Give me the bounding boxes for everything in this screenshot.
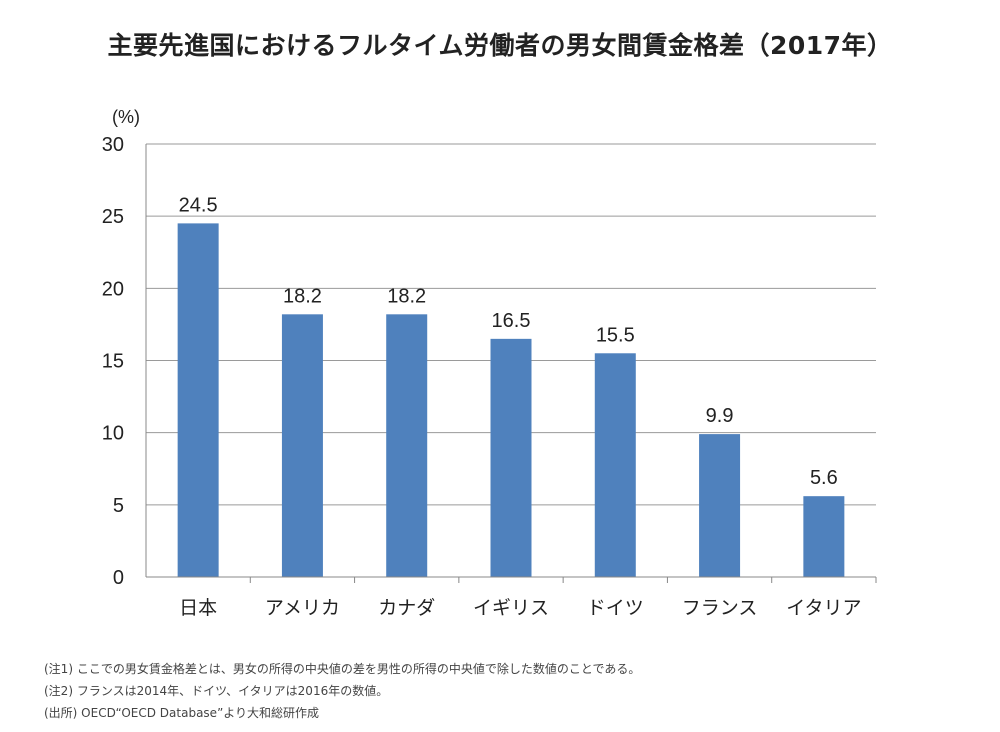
bar <box>490 338 532 577</box>
x-tick-label: 日本 <box>179 597 217 619</box>
bar-value-label: 16.5 <box>492 310 531 332</box>
x-tick-label: フランス <box>682 597 758 619</box>
x-tick-label: カナダ <box>378 597 435 619</box>
bar <box>699 434 741 577</box>
bars <box>177 223 845 577</box>
bar-value-label: 18.2 <box>387 285 426 307</box>
chart-title: 主要先進国におけるフルタイム労働者の男女間賃金格差（2017年） <box>107 31 893 60</box>
x-tick-label: ドイツ <box>587 597 644 619</box>
bar-value-label: 18.2 <box>283 285 322 307</box>
y-tick-label: 10 <box>102 423 124 445</box>
y-axis-ticks: 0 5 10 15 20 25 30 <box>102 134 124 589</box>
bar <box>594 353 636 577</box>
x-tick-label: イタリア <box>786 597 861 619</box>
bar-value-label: 24.5 <box>179 194 218 216</box>
footnotes: (注1) ここでの男女賃金格差とは、男女の所得の中央値の差を男性の所得の中央値で… <box>44 658 640 724</box>
bar-value-label: 15.5 <box>596 324 635 346</box>
bar-value-label: 9.9 <box>706 405 734 427</box>
bar-value-label: 5.6 <box>810 467 838 489</box>
y-tick-label: 30 <box>102 134 124 156</box>
footnote-1: (注1) ここでの男女賃金格差とは、男女の所得の中央値の差を男性の所得の中央値で… <box>44 662 641 676</box>
footnote-2: (注2) フランスは2014年、ドイツ、イタリアは2016年の数値。 <box>44 684 389 698</box>
y-axis-unit-label: (%) <box>112 107 140 127</box>
y-tick-label: 5 <box>113 495 124 517</box>
y-tick-label: 0 <box>113 567 124 589</box>
y-tick-label: 25 <box>102 206 124 228</box>
x-axis-ticks: 日本 アメリカ カナダ イギリス ドイツ フランス イタリア <box>179 577 877 619</box>
x-tick-label: イギリス <box>473 597 549 619</box>
data-labels: 24.5 18.2 18.2 16.5 15.5 9.9 5.6 <box>179 194 838 489</box>
bar <box>177 223 219 577</box>
y-tick-label: 15 <box>102 351 124 373</box>
x-tick-label: アメリカ <box>265 597 340 619</box>
bar <box>803 496 845 577</box>
bar <box>281 314 323 577</box>
bar <box>386 314 428 577</box>
bar-chart: (%) 0 5 10 15 20 25 30 24.5 18.2 18.2 16.5 15.5 9.9… <box>102 107 877 619</box>
y-tick-label: 20 <box>102 278 124 300</box>
footnote-source: (出所) OECD“OECD Database”より大和総研作成 <box>44 706 320 720</box>
